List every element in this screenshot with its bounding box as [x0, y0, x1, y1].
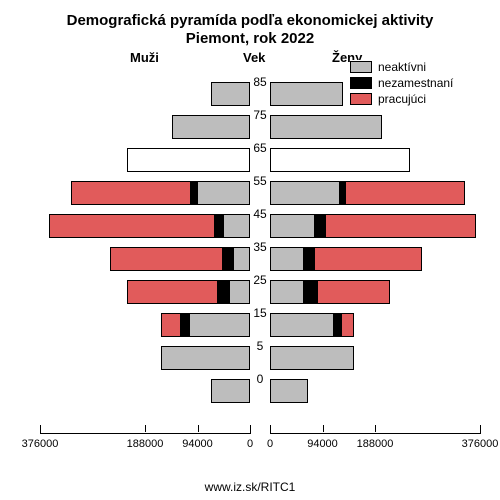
tick-mark	[375, 425, 376, 432]
age-label: 85	[250, 75, 270, 89]
tick-left: 94000	[182, 438, 213, 450]
bar-male-inactive	[197, 181, 250, 205]
tick-right: 376000	[462, 438, 499, 450]
bar-male-unemployed	[191, 181, 197, 205]
age-label: 5	[250, 339, 270, 353]
header-male: Muži	[130, 50, 159, 65]
pyramid-row: 75	[40, 115, 480, 141]
bar-female-working	[325, 214, 476, 238]
age-label: 25	[250, 273, 270, 287]
bar-female-inactive	[270, 280, 304, 304]
tick-left: 188000	[127, 438, 164, 450]
pyramid-row: 65	[40, 148, 480, 174]
pyramid-row: 85	[40, 82, 480, 108]
age-label: 65	[250, 141, 270, 155]
bar-female-unemployed	[304, 247, 314, 271]
tick-right: 0	[267, 438, 273, 450]
bar-male-inactive	[189, 313, 250, 337]
bar-male-inactive	[161, 346, 250, 370]
bar-female-inactive	[270, 247, 304, 271]
footer-url: www.iz.sk/RITC1	[0, 480, 500, 494]
pyramid-row: 5	[40, 346, 480, 372]
bar-male-working	[161, 313, 181, 337]
bar-male-working	[71, 181, 191, 205]
bar-female-unemployed	[315, 214, 325, 238]
age-label: 0	[250, 372, 270, 386]
bar-male-unemployed	[181, 313, 189, 337]
bar-male-inactive	[233, 247, 250, 271]
tick-right: 188000	[357, 438, 394, 450]
tick-mark	[198, 425, 199, 432]
chart-title-sub: Piemont, rok 2022	[0, 30, 500, 47]
bar-female-inactive	[270, 379, 308, 403]
age-label: 35	[250, 240, 270, 254]
bar-female-inactive	[270, 82, 343, 106]
pyramid-row: 15	[40, 313, 480, 339]
bar-female-inactive	[270, 313, 334, 337]
age-label: 55	[250, 174, 270, 188]
bar-female-empty	[270, 148, 410, 172]
tick-mark	[480, 425, 481, 432]
age-label: 45	[250, 207, 270, 221]
bar-female-inactive	[270, 115, 382, 139]
bar-female-inactive	[270, 181, 340, 205]
bar-female-inactive	[270, 346, 354, 370]
bar-female-unemployed	[334, 313, 341, 337]
bar-male-inactive	[172, 115, 250, 139]
bar-female-working	[341, 313, 354, 337]
bar-female-working	[314, 247, 423, 271]
pyramid-row: 45	[40, 214, 480, 240]
tick-right: 94000	[307, 438, 338, 450]
header-age: Vek	[243, 50, 265, 65]
tick-left: 376000	[22, 438, 59, 450]
bar-female-unemployed	[304, 280, 318, 304]
bar-male-unemployed	[215, 214, 223, 238]
bar-female-working	[345, 181, 465, 205]
bar-male-working	[127, 280, 217, 304]
chart-title-main: Demografická pyramída podľa ekonomickej …	[0, 12, 500, 29]
bar-male-inactive	[223, 214, 250, 238]
bar-female-inactive	[270, 214, 315, 238]
pyramid-chart: Demografická pyramída podľa ekonomickej …	[0, 0, 500, 500]
tick-left: 0	[247, 438, 253, 450]
tick-mark	[145, 425, 146, 432]
tick-mark	[270, 425, 271, 432]
tick-mark	[40, 425, 41, 432]
bar-male-inactive	[229, 280, 250, 304]
pyramid-row: 25	[40, 280, 480, 306]
age-label: 75	[250, 108, 270, 122]
bar-male-inactive	[211, 82, 250, 106]
age-label: 15	[250, 306, 270, 320]
plot-area: 857565554535251550	[40, 72, 480, 432]
tick-mark	[323, 425, 324, 432]
bar-male-working	[110, 247, 223, 271]
bar-male-inactive	[211, 379, 250, 403]
pyramid-row: 0	[40, 379, 480, 405]
bar-male-working	[49, 214, 215, 238]
bar-male-empty	[127, 148, 250, 172]
bar-male-unemployed	[218, 280, 229, 304]
bar-female-working	[317, 280, 390, 304]
tick-mark	[250, 425, 251, 432]
bar-male-unemployed	[223, 247, 233, 271]
pyramid-row: 55	[40, 181, 480, 207]
pyramid-row: 35	[40, 247, 480, 273]
